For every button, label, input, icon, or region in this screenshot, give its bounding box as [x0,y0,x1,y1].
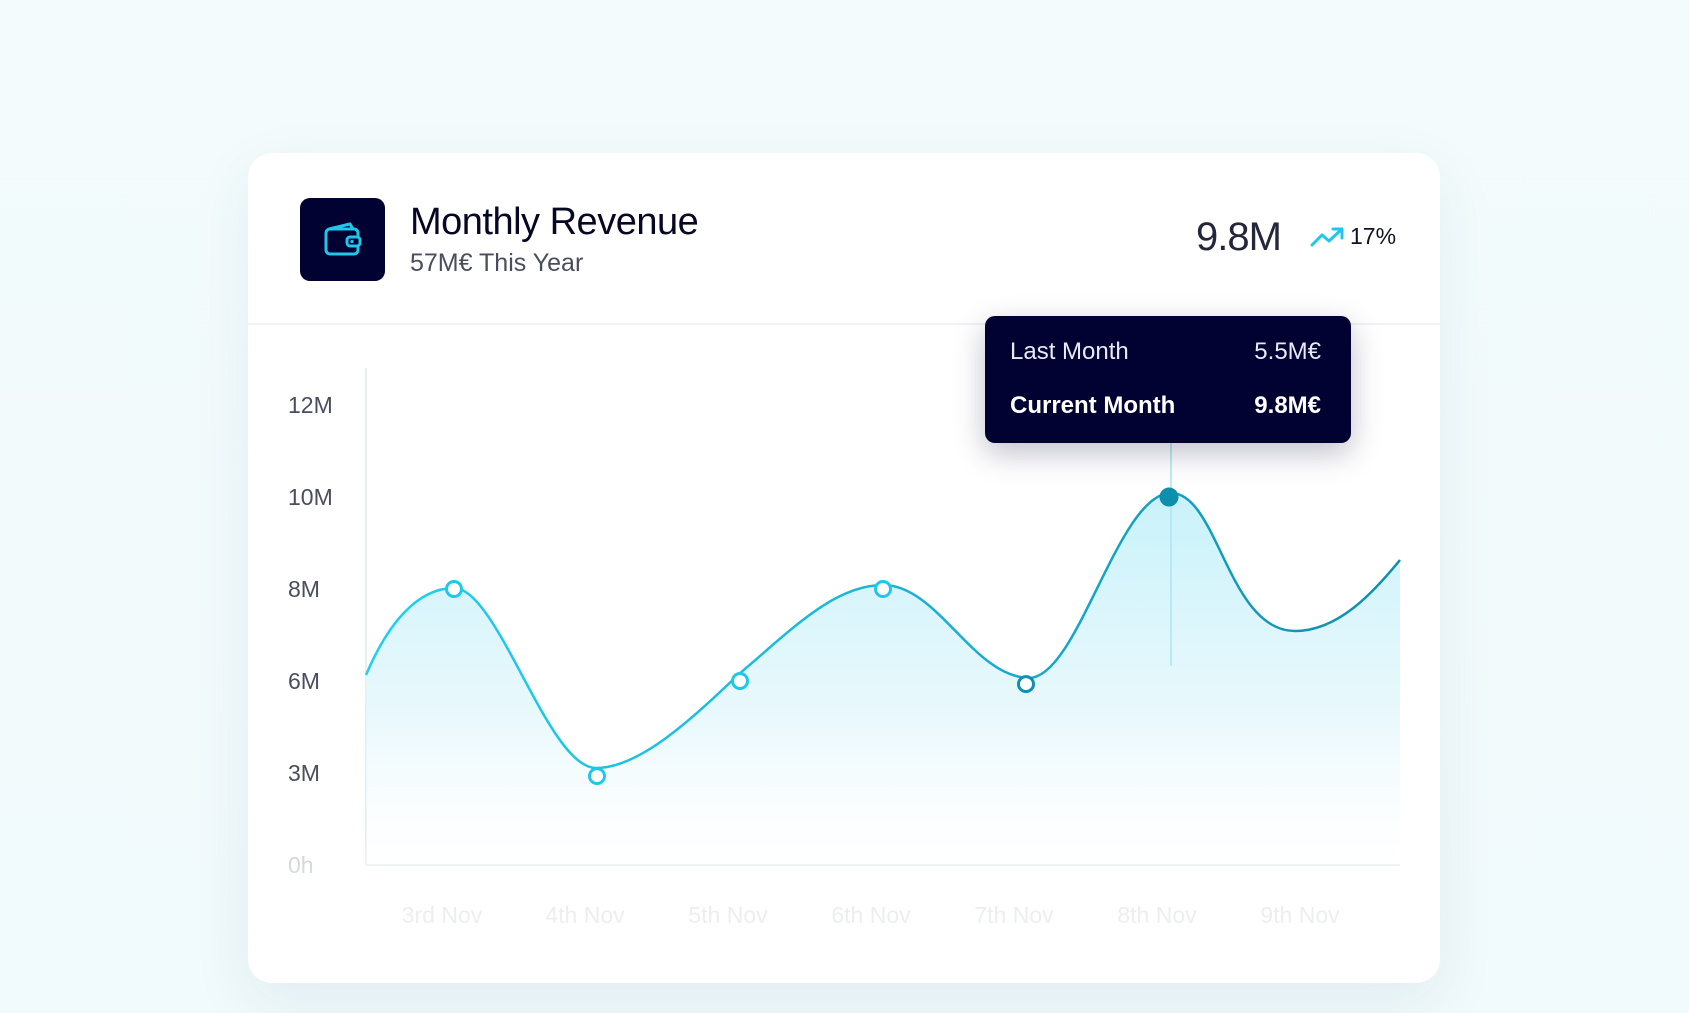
tooltip-value: 9.8M€ [1254,392,1321,419]
y-tick-label: 10M [288,484,333,510]
kpi-trend: 17% [1310,223,1396,250]
kpi-change: 17% [1350,223,1397,249]
data-point[interactable] [588,767,606,786]
x-tick-label: 7th Nov [974,902,1054,928]
tooltip-row-last-month: Last Month 5.5M€ [1010,338,1321,366]
tooltip-row-current-month: Current Month 9.8M€ [1010,392,1321,420]
x-tick-label: 5th Nov [688,902,768,928]
y-tick-label: 3M [288,760,320,786]
trending-up-icon [1310,227,1344,246]
kpi-value: 9.8M [1196,215,1282,259]
card-subtitle: 57M€ This Year [410,249,584,277]
data-point[interactable] [1017,675,1035,694]
wallet-icon [324,222,361,255]
x-tick-label: 6th Nov [831,902,911,928]
revenue-card: 0h 3M 6M 8M 10M 12M 3rd Nov 4th Nov 5th Nov 6th … [248,153,1440,983]
x-tick-label: 4th Nov [545,902,625,928]
card-header: Monthly Revenue 57M€ This Year 9.8M 17% [248,153,1440,325]
data-point[interactable] [731,672,749,690]
y-tick-label: 8M [288,576,320,602]
chart-tooltip: Last Month 5.5M€ Current Month 9.8M€ [985,316,1351,443]
wallet-tile [300,198,385,281]
tooltip-label: Current Month [1010,392,1176,419]
y-tick-label: 12M [288,392,333,418]
area-fill [366,493,1400,865]
series-line [364,491,1401,770]
card-title: Monthly Revenue [410,201,699,243]
data-point[interactable] [445,580,463,598]
y-tick-label: 6M [288,668,320,694]
tooltip-value: 5.5M€ [1254,338,1321,365]
x-tick-label: 9th Nov [1260,902,1340,928]
x-tick-label: 8th Nov [1117,902,1197,928]
x-tick-label: 3rd Nov [402,902,483,928]
data-point[interactable] [874,580,892,598]
y-tick-label: 0h [288,852,314,878]
highlighted-data-point[interactable] [1159,487,1179,507]
tooltip-label: Last Month [1010,338,1129,365]
